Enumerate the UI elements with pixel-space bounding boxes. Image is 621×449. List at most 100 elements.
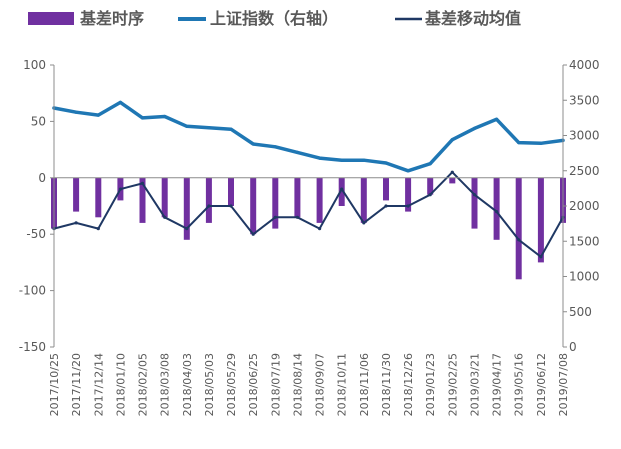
basis-bar — [383, 177, 389, 201]
index-point — [140, 116, 145, 120]
index-point — [384, 161, 388, 165]
basis-bar — [95, 177, 102, 218]
x-axis-tick-label: 2017/11/20 — [70, 353, 83, 416]
basis-bar — [161, 177, 168, 218]
x-axis-tick-label: 2018/11/06 — [358, 353, 371, 416]
basis-bars — [51, 177, 566, 280]
basis-bar — [272, 177, 279, 229]
moving-average-point — [207, 204, 211, 208]
left-axis-tick-label: -100 — [19, 284, 46, 298]
basis-bar — [228, 177, 234, 206]
x-axis-tick-label: 2018/11/30 — [380, 353, 393, 416]
basis-bar — [449, 177, 456, 184]
basis-bar — [250, 177, 257, 235]
right-axis-tick-label: 3000 — [569, 129, 600, 143]
legend: 基差时序 上证指数（右轴） 基差移动均值 — [28, 9, 521, 28]
basis-bar — [515, 177, 522, 280]
x-axis-tick-label: 2019/03/21 — [468, 353, 481, 416]
x-axis-tick-label: 2018/09/07 — [314, 353, 327, 416]
basis-bar — [205, 177, 212, 223]
basis-bar — [73, 177, 80, 212]
left-axis-tick-label: 100 — [23, 58, 46, 72]
left-axis-tick-label: 0 — [38, 171, 46, 185]
index-point — [163, 114, 167, 119]
x-axis-tick-label: 2018/04/03 — [181, 353, 194, 416]
index-point — [539, 141, 543, 145]
basis-bar — [537, 177, 544, 263]
basis-bar — [183, 177, 190, 240]
moving-average-point — [74, 221, 78, 225]
x-axis-tick-label: 2018/12/26 — [402, 353, 415, 416]
x-axis-tick-label: 2018/08/14 — [291, 353, 304, 416]
right-axis-tick-label: 1500 — [569, 234, 600, 248]
index-point — [96, 113, 100, 117]
x-axis-tick-label: 2018/06/25 — [247, 353, 260, 416]
moving-average-point — [273, 215, 277, 219]
index-point — [207, 126, 211, 130]
index-point — [495, 117, 499, 121]
x-axis-tick-label: 2019/02/25 — [446, 353, 459, 416]
moving-average-point — [229, 204, 233, 208]
moving-average-point — [384, 204, 388, 208]
x-axis-tick-label: 2019/01/23 — [424, 353, 437, 416]
left-axis-tick-label: -150 — [19, 340, 46, 354]
index-point — [450, 138, 454, 142]
right-axis-tick-label: 2500 — [569, 164, 600, 178]
moving-average-point — [428, 193, 432, 197]
x-axis-tick-label: 2018/05/29 — [225, 353, 238, 416]
right-axis-tick-label: 3500 — [569, 93, 600, 107]
moving-average-point — [118, 187, 122, 191]
basis-bar — [471, 177, 478, 229]
x-axis-tick-label: 2019/06/12 — [535, 353, 548, 416]
axes: 100500-50-100-15040003500300025002000150… — [19, 58, 600, 416]
basis-bar — [316, 177, 323, 223]
index-point — [74, 110, 78, 114]
x-axis-tick-label: 2018/03/08 — [159, 353, 172, 416]
index-point — [273, 145, 277, 149]
moving-average-line — [53, 171, 564, 258]
index-line — [52, 100, 565, 173]
moving-average-point — [318, 227, 322, 231]
basis-bar — [139, 177, 146, 223]
right-axis-tick-label: 2000 — [569, 199, 600, 213]
basis-bar — [493, 177, 500, 240]
moving-average-point — [96, 227, 100, 231]
x-axis-tick-label: 2018/07/19 — [269, 353, 282, 416]
moving-average-point — [362, 221, 366, 225]
right-axis-tick-label: 0 — [569, 340, 577, 354]
right-axis-tick-label: 500 — [569, 305, 592, 319]
x-axis-tick-label: 2018/10/11 — [336, 353, 349, 416]
x-axis-tick-label: 2019/05/16 — [513, 353, 526, 416]
moving-average-point — [517, 238, 521, 242]
index-point — [118, 100, 122, 104]
x-axis-tick-label: 2019/07/08 — [557, 353, 570, 416]
series-lines — [52, 100, 565, 259]
index-point — [362, 158, 366, 162]
moving-average-point — [340, 187, 344, 191]
moving-average-point — [251, 232, 255, 236]
right-axis-tick-label: 4000 — [569, 58, 600, 72]
legend-label-basis: 基差时序 — [79, 9, 144, 28]
moving-average-point — [539, 255, 543, 259]
legend-swatch-basis — [28, 12, 74, 25]
left-axis-tick-label: 50 — [31, 114, 46, 128]
moving-average-point — [472, 193, 477, 197]
moving-average-point — [295, 215, 299, 219]
moving-average-point — [495, 210, 499, 214]
basis-bar — [294, 177, 301, 218]
moving-average-point — [185, 227, 189, 231]
basis-bar — [427, 177, 434, 195]
index-point — [472, 126, 477, 130]
basis-bar — [338, 177, 345, 206]
x-axis-tick-label: 2018/02/05 — [137, 353, 150, 416]
legend-label-index: 上证指数（右轴） — [210, 9, 338, 28]
index-point — [517, 141, 521, 145]
index-point — [406, 169, 410, 173]
x-axis-tick-label: 2017/10/25 — [48, 353, 61, 416]
moving-average-point — [163, 215, 167, 219]
x-axis-tick-label: 2017/12/14 — [92, 353, 105, 416]
basis-bar — [405, 177, 412, 212]
index-point — [295, 150, 299, 154]
moving-average-point — [140, 181, 145, 185]
